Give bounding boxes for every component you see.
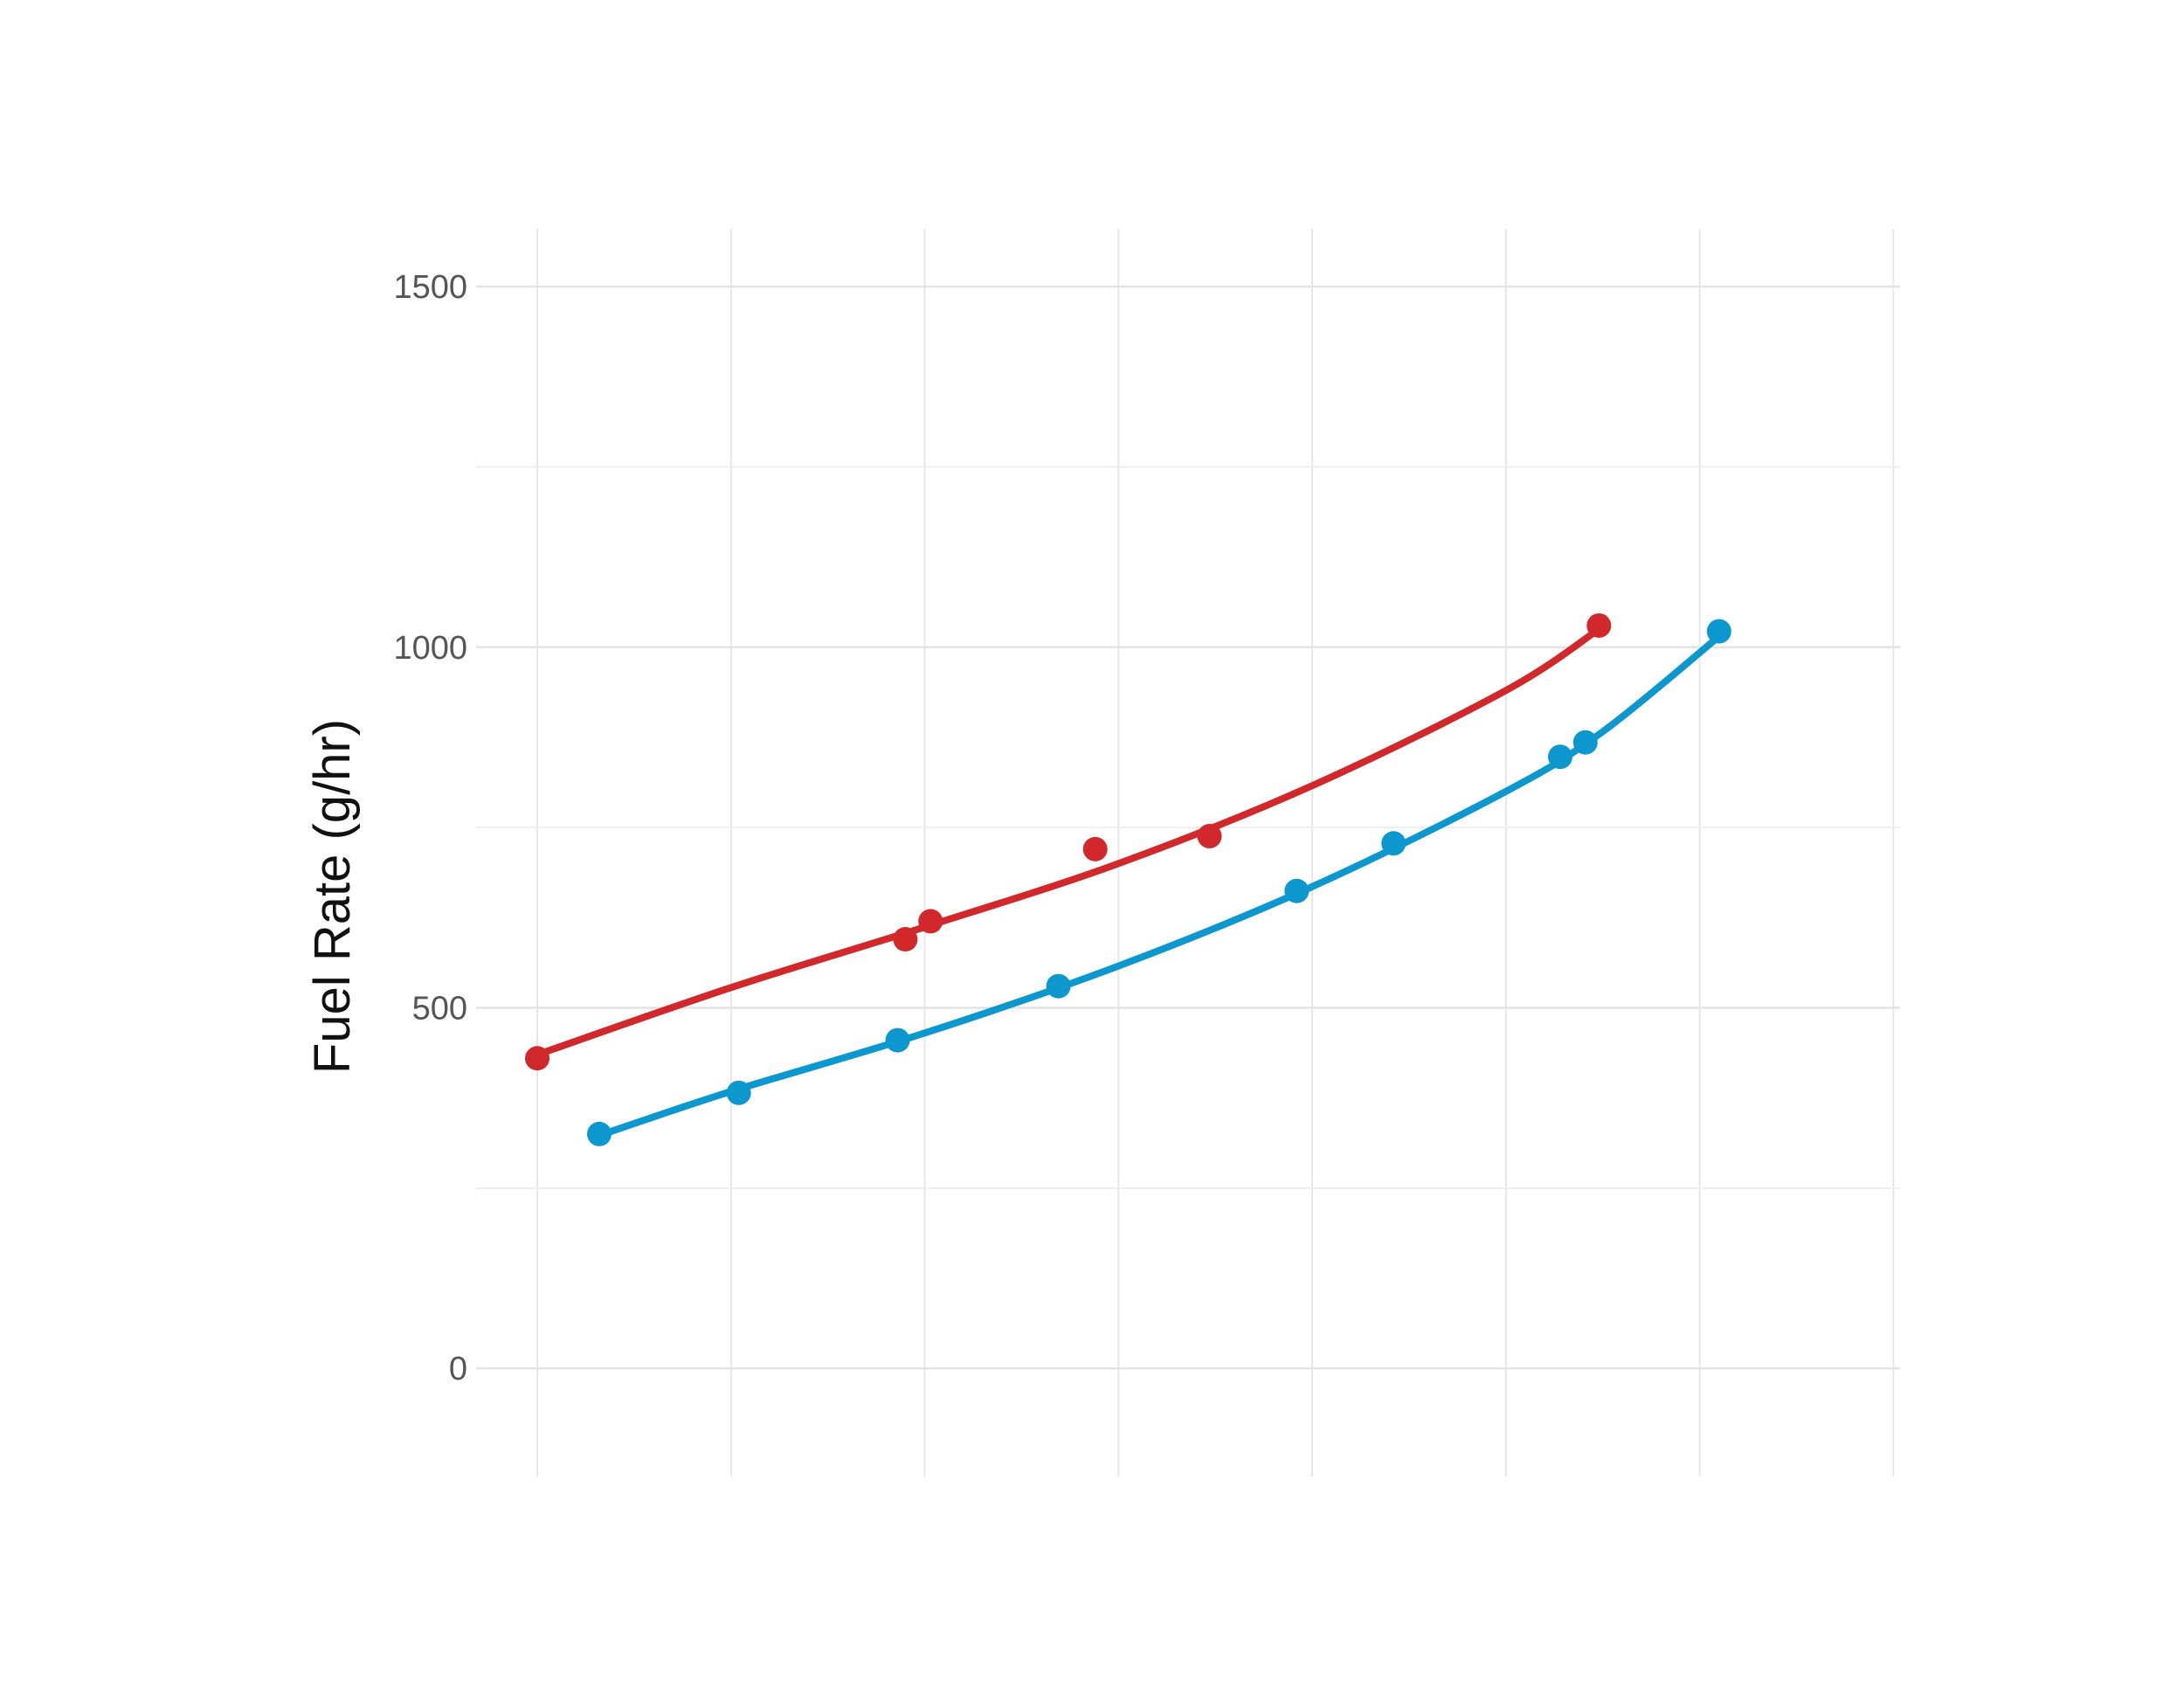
series-1-point-1 xyxy=(726,1080,751,1105)
point-layer xyxy=(525,612,1731,1146)
series-1-point-5 xyxy=(1381,831,1406,856)
y-tick-label-3: 1500 xyxy=(393,269,467,306)
series-1-point-6 xyxy=(1547,744,1572,770)
series-1-point-0 xyxy=(586,1121,612,1146)
series-1-point-8 xyxy=(1706,619,1731,644)
y-axis-title: Fuel Rate (g/hr) xyxy=(304,719,361,1074)
series-0-point-3 xyxy=(1082,836,1108,861)
y-tick-label-2: 1000 xyxy=(393,630,467,667)
series-0-point-5 xyxy=(1586,612,1612,638)
series-0-curve xyxy=(534,626,1603,1059)
series-1-point-3 xyxy=(1046,973,1071,999)
y-tick-label-1: 500 xyxy=(412,990,467,1027)
curve-layer xyxy=(534,626,1723,1139)
grid-layer xyxy=(476,229,1900,1477)
series-1-point-4 xyxy=(1284,878,1310,903)
series-0-point-0 xyxy=(525,1046,549,1071)
series-0-point-4 xyxy=(1197,824,1222,849)
series-1-point-2 xyxy=(885,1027,910,1053)
series-1-point-7 xyxy=(1572,730,1598,755)
series-1-curve xyxy=(595,633,1723,1139)
series-0-point-2 xyxy=(918,909,943,934)
y-tick-label-0: 0 xyxy=(449,1351,467,1387)
series-0-point-1 xyxy=(893,927,918,952)
label-layer: 0 500 1000 1500 xyxy=(393,269,467,1387)
